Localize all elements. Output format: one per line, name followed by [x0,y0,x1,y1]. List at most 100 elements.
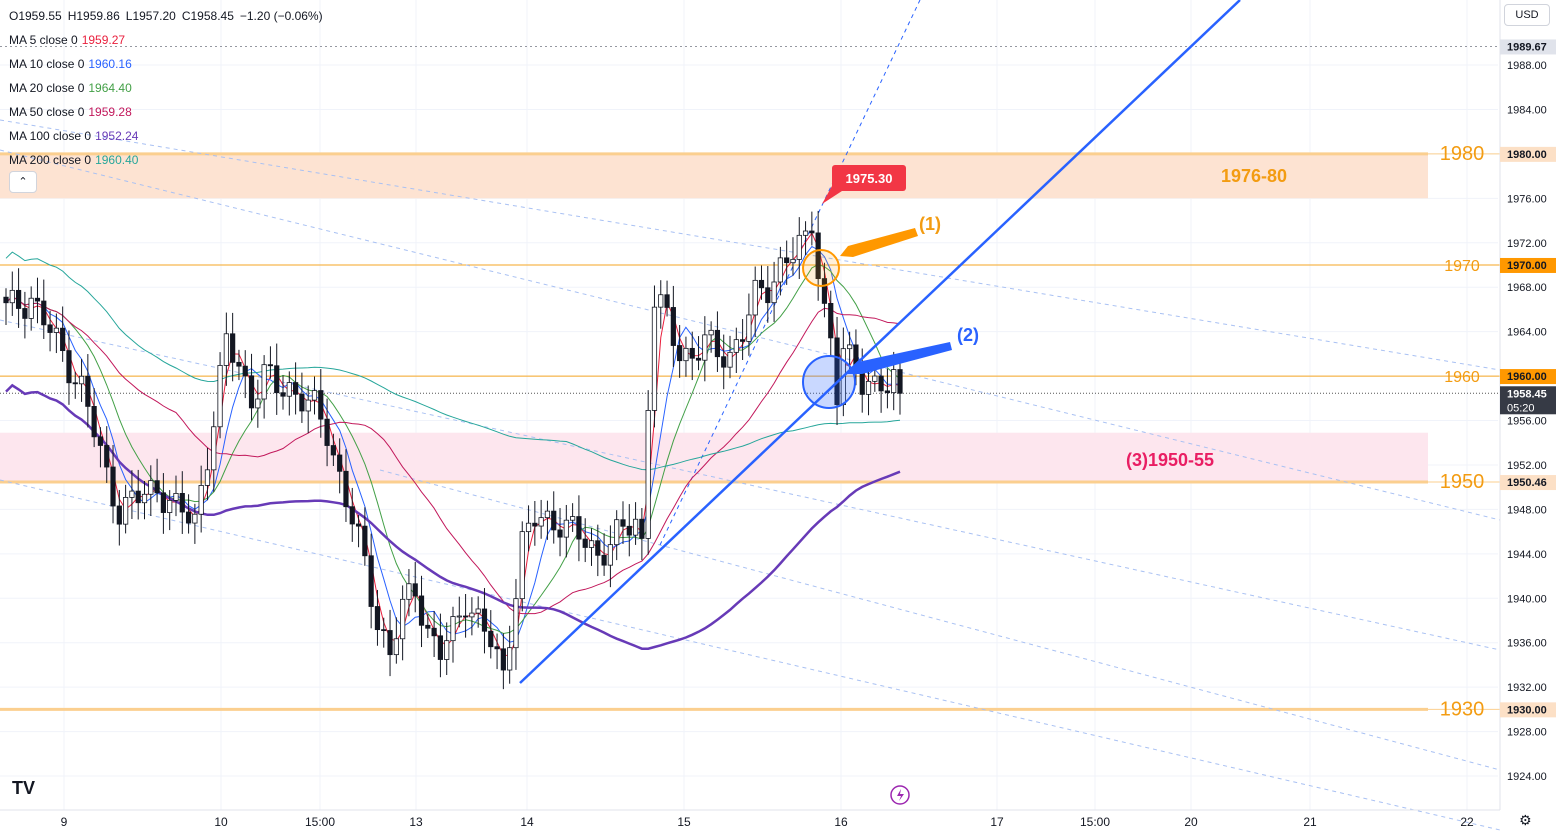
candle-body [708,329,714,336]
candle-body [551,510,557,531]
candle-body [9,289,15,304]
candle-body [129,490,135,498]
candle-body [66,350,72,384]
price-tick-label: 1976.00 [1507,193,1547,205]
ma-value: 1960.40 [95,153,139,167]
ma-value: 1959.27 [81,33,126,47]
ma-value: 1964.40 [88,81,132,95]
price-tick-label: 1964.00 [1507,327,1547,339]
candle-body [123,497,129,525]
candle-body [891,369,897,394]
candle-body [362,525,368,557]
candle-body [160,492,166,513]
ohlc-open: O1959.55 [9,9,62,23]
time-tick-label: 15 [677,815,691,829]
candle-body [104,445,110,468]
price-badge [1500,702,1556,718]
candle-body [192,513,198,524]
candle-body [431,627,437,637]
channel-line [0,319,1501,651]
candle-body [293,382,299,395]
candle-body [185,511,192,524]
ma-legend-row[interactable]: MA 200 close 0 1960.40 [9,148,329,172]
candle-body [481,608,488,632]
candle-body [507,647,513,671]
price-badge-label: 1950.46 [1507,477,1547,489]
ma-legend-row[interactable]: MA 50 close 0 1959.28 [9,100,329,124]
countdown-label: 05:20 [1507,402,1535,414]
price-badge-label: 1989.67 [1507,41,1547,53]
high-flag-tail [822,186,842,204]
ma-legend-row[interactable]: MA 20 close 0 1964.40 [9,76,329,100]
level-label: 1930 [1440,698,1485,720]
candle-body [557,529,563,538]
candle-body [318,390,324,420]
candle-body [393,638,399,656]
candle-body [802,230,809,236]
price-badge-label: 1930.00 [1507,704,1547,716]
trend-line[interactable] [519,0,1241,684]
candle-body [91,406,97,438]
legend-collapse-button[interactable]: ⌃ [9,171,37,193]
candle-body [519,531,525,600]
candle-body [255,398,261,409]
candle-body [437,635,444,660]
candle-body [97,436,104,446]
highlight-circle [802,249,840,287]
candle-body [3,296,9,304]
time-tick-label: 16 [834,815,848,829]
candle-body [834,337,840,406]
candle-body [658,294,664,308]
candle-body [456,615,462,618]
candle-body [261,364,267,400]
ma-legend-row[interactable]: MA 10 close 0 1960.16 [9,52,329,76]
candle-body [796,234,802,260]
ma-label: MA 100 close 0 [9,129,92,143]
price-tick-label: 1936.00 [1507,638,1547,650]
currency-selector[interactable]: USD [1504,4,1550,26]
candle-body [53,327,59,333]
candle-body [525,522,532,533]
price-tick-label: 1924.00 [1507,771,1547,783]
candle-body [305,399,311,412]
time-tick-label: 9 [61,815,68,829]
candle-body [758,279,765,289]
candle-body [223,333,229,366]
candle-body [22,308,28,319]
ma-value: 1952.24 [95,129,139,143]
candle-body [374,606,381,631]
candle-body [683,347,689,362]
candle-body [714,329,721,358]
candle-body [236,361,242,367]
candle-body [563,519,569,538]
candle-body [337,454,343,472]
candle-body [771,281,777,304]
ohlc-change: −1.20 (−0.06%) [239,9,323,23]
candle-body [626,525,632,536]
high-flag [832,165,906,191]
candle-body [15,289,22,309]
candle-body [324,418,330,446]
gear-icon[interactable]: ⚙ [1519,812,1532,828]
candle-body [148,480,154,495]
ma-legend-row[interactable]: MA 5 close 0 1959.27 [9,28,329,52]
ohlc-close: C1958.45 [181,9,234,23]
candle-body [746,314,752,342]
candle-body [406,583,412,600]
arrow-icon [846,342,952,374]
candle-body [721,356,727,368]
time-tick-label: 17 [990,815,1004,829]
ma-legend-row[interactable]: MA 100 close 0 1952.24 [9,124,329,148]
ma-label: MA 10 close 0 [9,57,85,71]
candle-body [299,393,305,412]
candle-body [28,297,34,319]
price-tick-label: 1932.00 [1507,682,1547,694]
candle-body [538,517,544,527]
candle-body [865,380,872,395]
candle-body [588,540,595,548]
candle-body [777,257,783,283]
time-tick-label: 13 [409,815,423,829]
channel-line [0,479,1501,831]
candle-body [847,344,853,350]
